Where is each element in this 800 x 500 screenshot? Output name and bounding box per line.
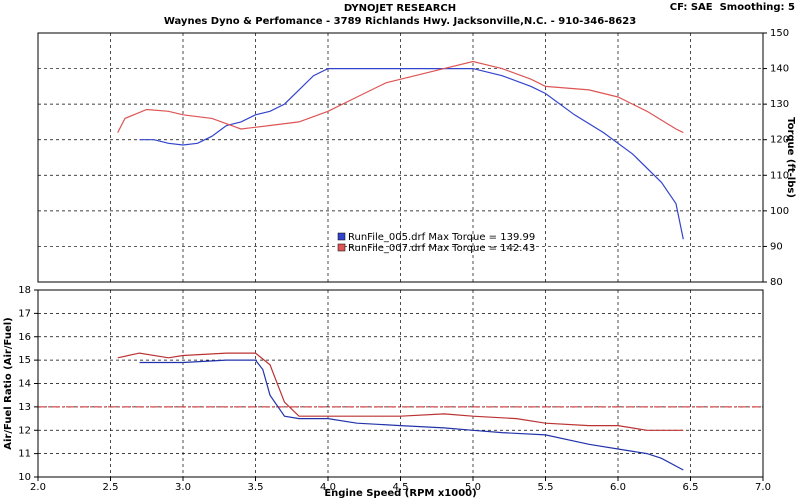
y-tick-label: 80 [770, 277, 783, 288]
y-tick-label: 11 [18, 449, 31, 460]
y-tick-label: 14 [18, 379, 31, 390]
legend-label: RunFile_005.drf Max Torque = 139.99 [348, 232, 535, 243]
y-tick-label: 140 [770, 64, 789, 75]
y-tick-label: 130 [770, 99, 789, 110]
x-tick-label: 3.5 [248, 482, 264, 493]
y-tick-label: 120 [770, 135, 789, 146]
y-tick-label: 12 [18, 425, 31, 436]
y-axis-label: Air/Fuel Ratio (Air/Fuel) [3, 317, 14, 449]
legend-label: RunFile_007.drf Max Torque = 142.43 [348, 243, 535, 254]
plot-area [38, 33, 763, 282]
plot-frame [37, 289, 764, 478]
y-tick-label: 110 [770, 170, 789, 181]
x-tick-label: 3.0 [175, 482, 191, 493]
x-tick-label: 2.0 [30, 482, 46, 493]
x-tick-label: 5.5 [538, 482, 554, 493]
x-tick-label: 4.5 [393, 482, 409, 493]
y-tick-label: 18 [18, 285, 31, 296]
settings-label: CF: SAE Smoothing: 5 [670, 2, 795, 13]
y-tick-label: 16 [18, 332, 31, 343]
y-tick-label: 150 [770, 28, 789, 39]
data-line [117, 352, 684, 431]
legend-swatch [337, 232, 346, 241]
plot-frame [37, 32, 764, 283]
x-tick-label: 6.5 [683, 482, 699, 493]
legend-swatch [337, 243, 346, 252]
y-tick-label: 15 [18, 355, 31, 366]
x-tick-label: 2.5 [103, 482, 119, 493]
x-tick-label: 5.0 [465, 482, 481, 493]
data-line [139, 359, 684, 471]
x-tick-label: 6.0 [610, 482, 626, 493]
y-tick-label: 10 [18, 472, 31, 483]
y-tick-label: 90 [770, 241, 783, 252]
data-line [117, 60, 684, 134]
x-tick-label: 4.0 [320, 482, 336, 493]
y-tick-label: 13 [18, 402, 31, 413]
y-tick-label: 100 [770, 206, 789, 217]
chart-subtitle: Waynes Dyno & Perfomance - 3789 Richland… [164, 16, 636, 27]
x-tick-label: 7.0 [755, 482, 771, 493]
y-axis-label: Torque (ft-lbs) [785, 117, 796, 198]
x-axis-label: Engine Speed (RPM x1000) [324, 488, 476, 499]
chart-title: DYNOJET RESEARCH [344, 3, 456, 14]
data-line [139, 68, 684, 240]
y-tick-label: 17 [18, 308, 31, 319]
